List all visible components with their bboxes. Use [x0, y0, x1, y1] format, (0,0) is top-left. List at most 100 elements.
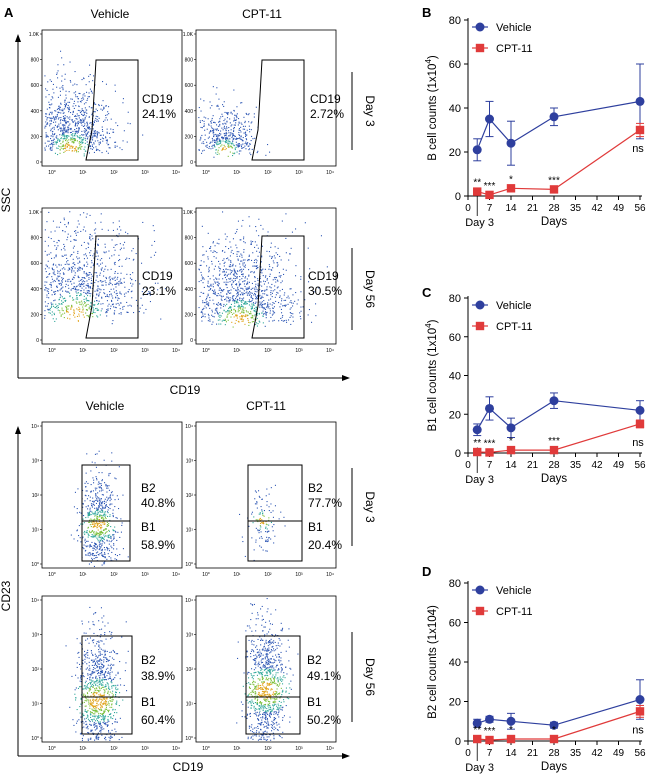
plot-b-day3-vehicle: B2 40.8% B1 58.9%	[41, 421, 183, 569]
significance-label: **	[473, 178, 481, 189]
cd19-axis-arrow-bottom-head	[342, 753, 350, 759]
x-tick-label: 10⁴	[172, 170, 180, 176]
b2-label: B2	[141, 653, 156, 667]
y-tick-label: 800	[31, 58, 40, 64]
x-tick-label: 10¹	[233, 348, 241, 354]
x-tick-label: 21	[527, 748, 539, 759]
x-tick-label: 14	[505, 460, 517, 471]
y-tick-label: 0	[36, 160, 39, 166]
y-tick-label: 40	[449, 371, 461, 383]
x-tick-label: 49	[613, 203, 625, 214]
density-scatter	[44, 50, 144, 157]
x-tick-label: 56	[634, 203, 646, 214]
x-axis-label: Days	[541, 216, 567, 228]
x-tick-label: 10⁴	[326, 572, 334, 578]
y-axis-label: B2 cell counts (1x104)	[427, 605, 439, 719]
y-tick-label: 20	[449, 409, 461, 421]
x-tick-label: 10¹	[233, 572, 241, 578]
significance-label: ***	[548, 436, 560, 447]
legend-marker	[475, 300, 485, 310]
cd23-axis-label: CD23	[0, 580, 13, 611]
y-tick-label: 10⁴	[31, 598, 39, 604]
y-tick-label: 0	[190, 338, 193, 344]
y-tick-label: 10²	[32, 667, 40, 673]
gate-label: CD19	[310, 92, 341, 106]
cd23-axis-arrow-head	[15, 426, 21, 434]
y-tick-label: 10⁰	[31, 736, 39, 742]
x-tick-label: 10⁴	[326, 170, 334, 176]
significance-label: *	[509, 174, 513, 185]
legend-label: Vehicle	[496, 22, 531, 34]
b1-label: B1	[308, 520, 323, 534]
plot-day56-vehicle: CD19 23.1%	[41, 207, 183, 345]
data-point-vehicle	[506, 138, 516, 148]
data-point-cpt11	[473, 447, 482, 457]
y-axis-label: B1 cell counts (1x104)	[424, 319, 439, 431]
legend-label: CPT-11	[496, 43, 532, 55]
data-point-cpt11	[506, 445, 516, 455]
y-tick-label: 80	[449, 293, 461, 305]
x-tick-label: 28	[548, 748, 560, 759]
plot-b-day3-cpt11: B2 77.7% B1 20.4%	[195, 421, 342, 569]
x-tick-label: 10⁰	[202, 572, 210, 578]
x-tick-label: 10⁰	[48, 746, 56, 752]
legend-label: CPT-11	[496, 321, 532, 333]
b-gate	[245, 635, 301, 735]
data-point-vehicle	[635, 695, 645, 705]
density-scatter	[44, 211, 166, 325]
y-tick-label: 40	[449, 103, 461, 115]
y-tick-label: 10¹	[32, 528, 40, 534]
col-header-vehicle-bottom: Vehicle	[86, 399, 125, 413]
day-label-top-row2: Day 56	[363, 270, 377, 308]
x-tick-label: 10⁰	[48, 170, 56, 176]
y-tick-label: 60	[449, 332, 461, 344]
data-point-vehicle	[506, 716, 516, 726]
data-point-vehicle	[635, 96, 645, 106]
cd19-axis-arrow-top-head	[342, 375, 350, 381]
x-tick-label: 10⁴	[172, 572, 180, 578]
y-tick-label: 800	[31, 236, 40, 242]
y-tick-label: 10⁴	[31, 424, 39, 430]
data-point-cpt11	[506, 734, 516, 744]
gate-percent: 30.5%	[308, 284, 342, 298]
cd19-gate	[251, 235, 305, 339]
x-tick-label: 10³	[295, 572, 303, 578]
col-header-cpt11-bottom: CPT-11	[246, 399, 286, 413]
y-tick-label: 600	[185, 261, 194, 267]
data-point-vehicle	[472, 145, 482, 155]
x-tick-label: 35	[570, 460, 582, 471]
y-tick-label: 10⁰	[31, 562, 39, 568]
x-tick-label: 10⁰	[202, 170, 210, 176]
y-tick-label: 10³	[186, 633, 194, 639]
data-point-vehicle	[549, 396, 559, 406]
y-tick-label: 10⁴	[185, 424, 193, 430]
x-tick-label: 10²	[264, 170, 272, 176]
x-tick-label: 7	[487, 460, 493, 471]
x-tick-label: 42	[591, 203, 603, 214]
significance-label: ***	[484, 181, 496, 192]
plot-b-day56-cpt11: B2 49.1% B1 50.2%	[195, 595, 341, 743]
x-tick-label: 10³	[141, 348, 149, 354]
b1-percent: 20.4%	[308, 538, 342, 552]
x-tick-label: 56	[634, 748, 646, 759]
x-tick-label: 10⁰	[48, 348, 56, 354]
x-tick-label: 28	[548, 203, 560, 214]
y-tick-label: 10⁰	[185, 736, 193, 742]
panel-a-label: A	[4, 5, 14, 20]
ssc-axis-label: SSC	[0, 187, 13, 212]
x-tick-label: 10³	[295, 170, 303, 176]
y-tick-label: 10²	[186, 493, 194, 499]
y-tick-label: 10³	[186, 459, 194, 465]
density-scatter	[239, 484, 286, 561]
x-tick-label: 10¹	[233, 170, 241, 176]
y-tick-label: 1.0K	[183, 210, 194, 216]
cd19-axis-label-top: CD19	[170, 383, 201, 397]
y-tick-label: 10¹	[186, 702, 194, 708]
x-tick-label: 49	[613, 460, 625, 471]
x-tick-label: 7	[487, 203, 493, 214]
data-point-vehicle	[549, 720, 559, 730]
panel-a-top-block: Vehicle CPT-11 SSC CD19 CD19 24.1% CD19 …	[0, 7, 377, 397]
b1-label: B1	[141, 520, 156, 534]
series-line-vehicle	[477, 698, 641, 726]
x-tick-label: 10²	[264, 746, 272, 752]
